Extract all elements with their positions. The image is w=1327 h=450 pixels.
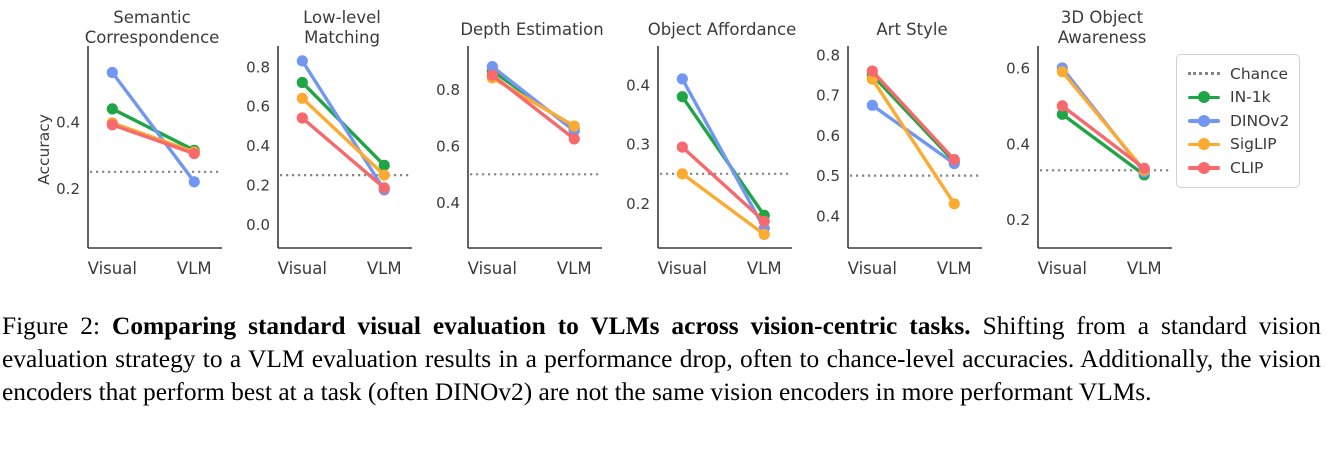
svg-text:Awareness: Awareness — [1058, 28, 1147, 47]
siglip-line-marker-icon — [1188, 138, 1220, 151]
legend-item-clip: CLIP — [1188, 156, 1291, 180]
svg-text:Matching: Matching — [304, 28, 380, 47]
svg-text:0.2: 0.2 — [246, 177, 270, 195]
caption-figure-label: Figure 2: — [2, 312, 101, 340]
svg-text:0.8: 0.8 — [246, 58, 270, 76]
legend-label-clip: CLIP — [1230, 158, 1264, 177]
svg-text:VLM: VLM — [557, 259, 592, 278]
clip-line-marker-icon — [1188, 161, 1220, 174]
svg-text:0.2: 0.2 — [56, 180, 80, 198]
svg-text:0.7: 0.7 — [816, 87, 840, 105]
chart-object-affordance: Object Affordance 0.2 0.3 0.4 Visual VLM — [606, 0, 796, 296]
legend-item-siglip: SigLIP — [1188, 133, 1291, 157]
svg-text:0.4: 0.4 — [56, 114, 80, 132]
svg-text:VLM: VLM — [177, 259, 212, 278]
svg-text:VLM: VLM — [937, 259, 972, 278]
legend-item-dinov2: DINOv2 — [1188, 109, 1291, 133]
svg-text:Visual: Visual — [1038, 259, 1087, 278]
legend: Chance IN-1k DINOv2 SigLIP CLIP — [1176, 54, 1300, 188]
in1k-line-marker-icon — [1188, 91, 1220, 104]
svg-text:0.4: 0.4 — [626, 76, 650, 94]
chart-low-level-matching: Low-level Matching 0.0 0.2 0.4 0.6 0.8 Visual VL… — [226, 0, 416, 296]
svg-text:Visual: Visual — [658, 259, 707, 278]
legend-item-in1k: IN-1k — [1188, 86, 1291, 110]
svg-text:3D Object: 3D Object — [1061, 8, 1144, 27]
legend-label-siglip: SigLIP — [1230, 135, 1277, 154]
svg-text:0.5: 0.5 — [816, 167, 840, 185]
legend-label-in1k: IN-1k — [1230, 88, 1271, 107]
legend-label-chance: Chance — [1230, 64, 1289, 83]
svg-text:Visual: Visual — [848, 259, 897, 278]
svg-text:Accuracy: Accuracy — [36, 114, 53, 185]
svg-text:VLM: VLM — [747, 259, 782, 278]
svg-text:0.6: 0.6 — [246, 98, 270, 116]
caption-bold-summary: Comparing standard visual evaluation to … — [111, 312, 971, 340]
legend-item-chance: Chance — [1188, 62, 1291, 86]
svg-text:0.0: 0.0 — [246, 216, 270, 234]
chart-svg: Object Affordance 0.2 0.3 0.4 Visual VLM — [626, 20, 796, 278]
svg-text:Semantic: Semantic — [113, 8, 190, 27]
svg-text:Art Style: Art Style — [876, 20, 947, 39]
svg-text:Visual: Visual — [278, 259, 327, 278]
svg-text:0.6: 0.6 — [436, 138, 460, 156]
svg-text:0.2: 0.2 — [626, 195, 650, 213]
figure-caption: Figure 2: Comparing standard visual eval… — [2, 310, 1321, 408]
svg-text:0.4: 0.4 — [246, 137, 270, 155]
svg-text:0.6: 0.6 — [816, 127, 840, 145]
svg-text:0.8: 0.8 — [816, 47, 840, 65]
chart-3d-object-awareness: 3D Object Awareness 0.2 0.4 0.6 Visual VLM — [986, 0, 1176, 296]
chart-svg: Art Style 0.4 0.5 0.6 0.7 0.8 Visual VLM — [816, 20, 982, 278]
svg-text:0.6: 0.6 — [1006, 60, 1030, 78]
chance-dotted-line-icon — [1188, 67, 1220, 80]
svg-text:Low-level: Low-level — [303, 8, 381, 27]
svg-text:Visual: Visual — [468, 259, 517, 278]
svg-text:0.4: 0.4 — [816, 207, 840, 225]
chart-semantic-correspondence: Semantic Correspondence 0.2 0.4 Accuracy Visu… — [35, 0, 226, 296]
svg-text:VLM: VLM — [1127, 259, 1162, 278]
svg-text:Depth Estimation: Depth Estimation — [460, 20, 603, 39]
svg-text:0.2: 0.2 — [1006, 211, 1030, 229]
svg-text:Correspondence: Correspondence — [85, 28, 220, 47]
svg-text:0.4: 0.4 — [1006, 135, 1030, 153]
svg-text:0.8: 0.8 — [436, 81, 460, 99]
caption-body-text: Shifting from a standard vision evaluati… — [2, 312, 1322, 406]
chart-depth-estimation: Depth Estimation 0.4 0.6 0.8 Visual VLM — [416, 0, 606, 296]
svg-text:Object Affordance: Object Affordance — [648, 20, 796, 39]
svg-text:0.3: 0.3 — [626, 136, 650, 154]
svg-text:Visual: Visual — [88, 259, 137, 278]
dinov2-line-marker-icon — [1188, 114, 1220, 127]
legend-label-dinov2: DINOv2 — [1230, 111, 1290, 130]
svg-text:0.4: 0.4 — [436, 194, 460, 212]
figure-panel-row: Semantic Correspondence 0.2 0.4 Accuracy Visu… — [35, 0, 1300, 296]
chart-art-style: Art Style 0.4 0.5 0.6 0.7 0.8 Visual VLM — [796, 0, 986, 296]
svg-text:VLM: VLM — [367, 259, 402, 278]
chart-svg: Depth Estimation 0.4 0.6 0.8 Visual VLM — [436, 20, 604, 278]
